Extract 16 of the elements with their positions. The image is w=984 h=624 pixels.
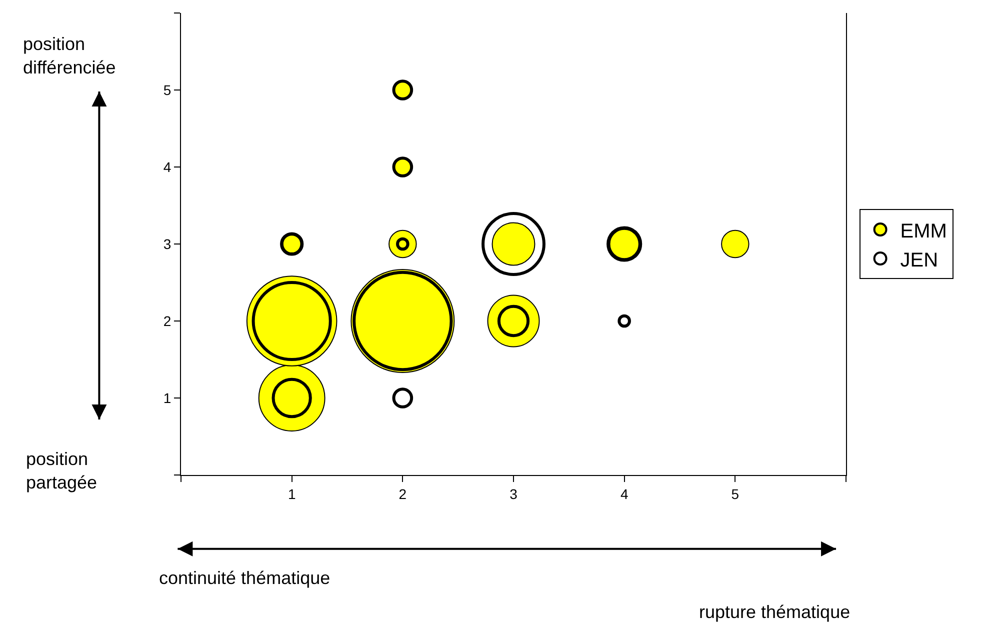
- x-tick-label: 4: [620, 486, 628, 502]
- y-tick-label: 1: [163, 390, 172, 406]
- x-tick-label: 3: [510, 486, 518, 502]
- y-tick-label: 2: [163, 312, 172, 329]
- y-tick-label: 3: [163, 236, 172, 252]
- text: position différenciée: [23, 34, 116, 78]
- text: rupture thématique: [699, 602, 850, 622]
- y-tick-label: 4: [163, 158, 172, 175]
- y-tick-label: 5: [163, 82, 172, 98]
- x-tick-label: 2: [398, 486, 407, 502]
- text: position partagée: [26, 449, 98, 492]
- x-tick-label: 5: [731, 486, 740, 502]
- text: continuité thématique: [159, 568, 330, 588]
- legend-label: JEN: [900, 249, 938, 272]
- x-tick-label: 1: [288, 486, 296, 502]
- legend-label: EMM: [900, 220, 947, 242]
